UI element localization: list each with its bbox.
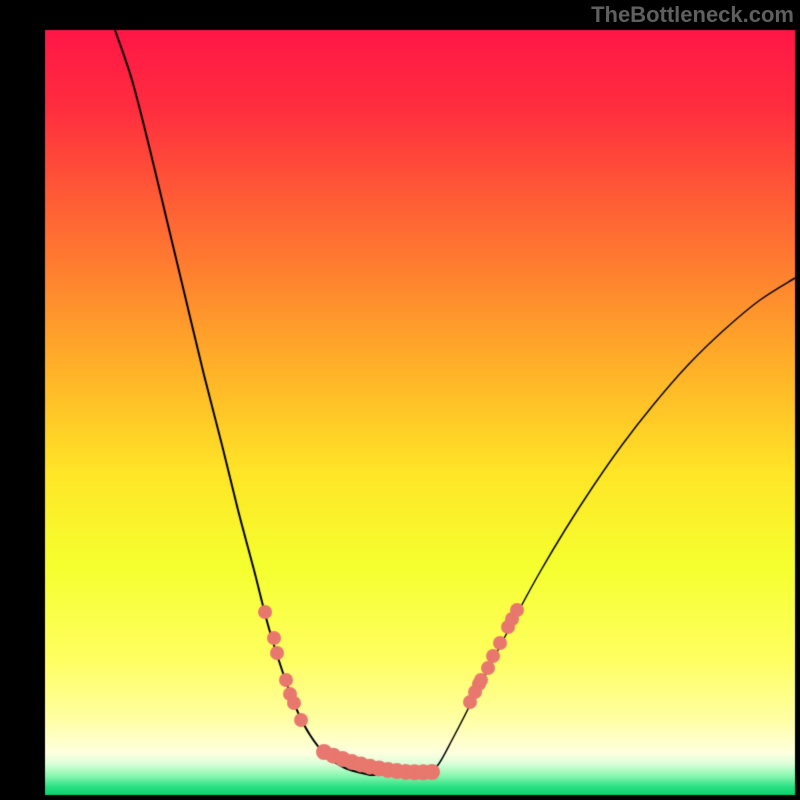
chart-stage: TheBottleneck.com bbox=[0, 0, 800, 800]
watermark-text: TheBottleneck.com bbox=[591, 2, 794, 28]
chart-overlay-canvas bbox=[0, 0, 800, 800]
